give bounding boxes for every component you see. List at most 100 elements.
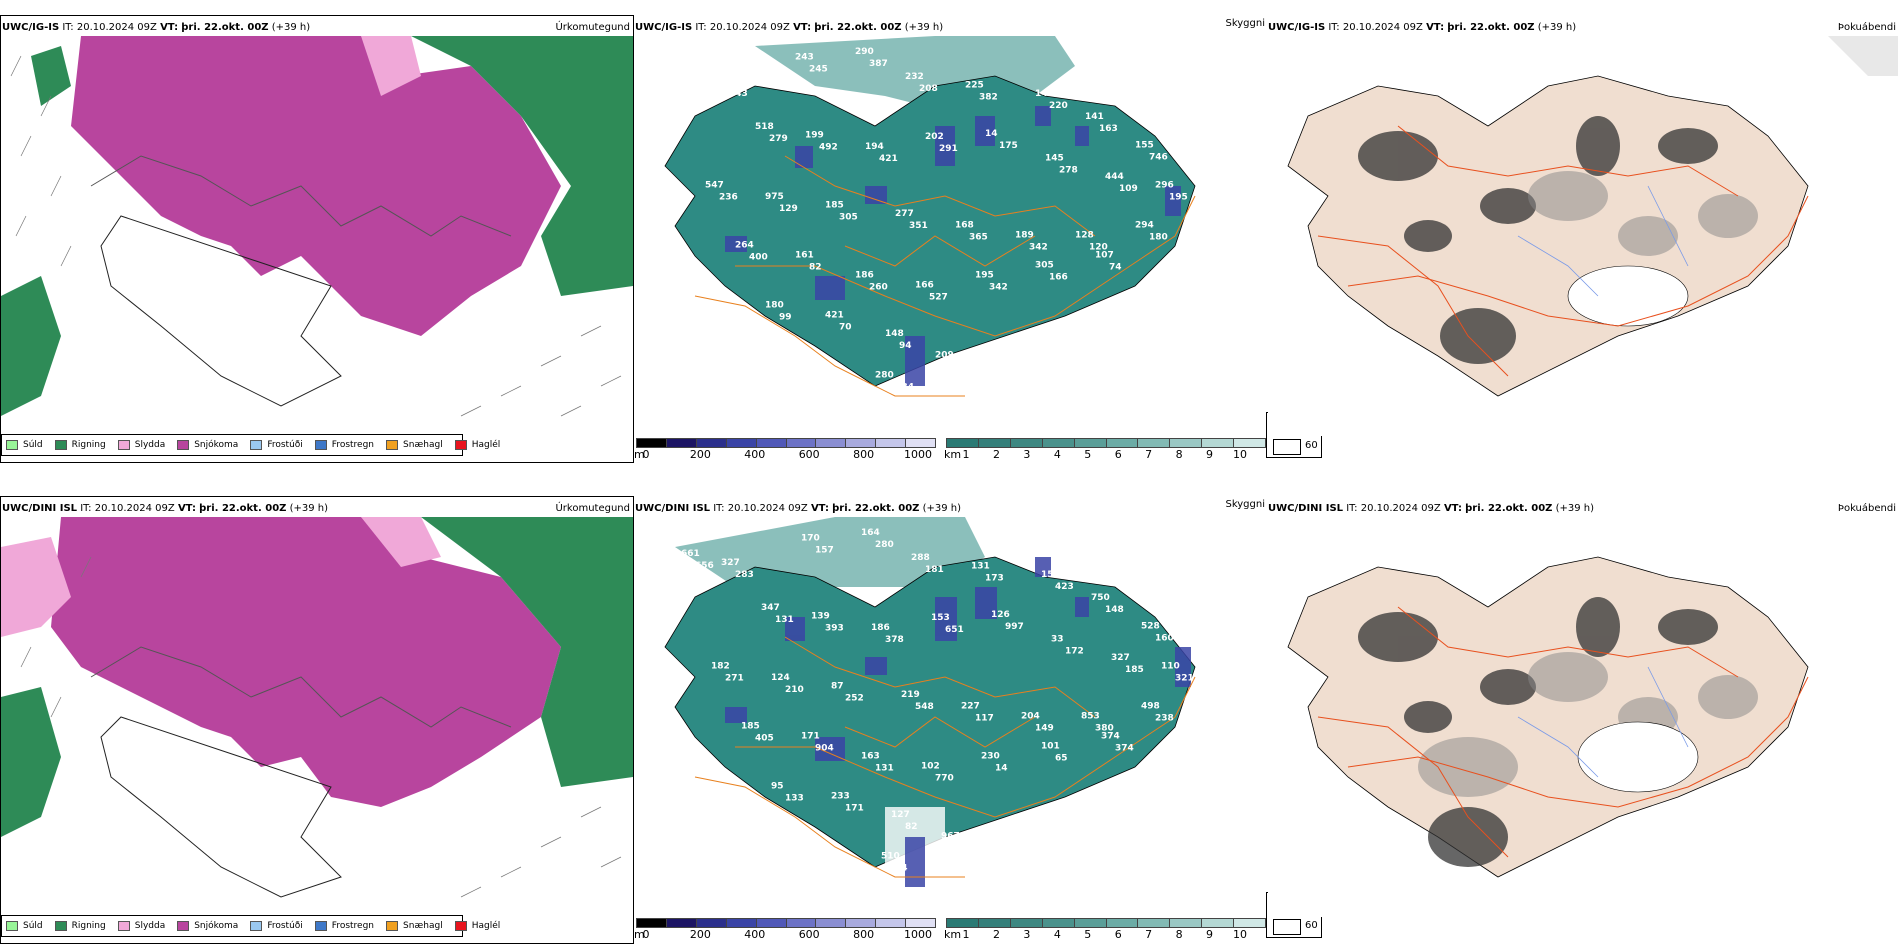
ceiling-value-label: 429: [689, 80, 708, 90]
colorbar-segment: [1138, 918, 1171, 928]
precip-map-row2: [1, 517, 633, 909]
ceiling-value-label: 280: [875, 540, 894, 550]
ceiling-value-label: 290: [855, 47, 874, 57]
ceiling-value-label: 219: [901, 690, 920, 700]
fog-map-row1: [1268, 36, 1898, 436]
colorbar-segment: [1010, 918, 1043, 928]
ceiling-value-label: 227: [961, 702, 980, 712]
ceiling-value-label: 750: [1091, 593, 1110, 603]
colorbar-tick-label: 2: [992, 928, 1000, 941]
ceiling-value-label: 243: [729, 89, 748, 99]
legend-label: Haglél: [471, 440, 501, 450]
colorbar-tick-label: 7: [1145, 448, 1153, 461]
precip-legend-row1: Súld Rigning Slydda Snjókoma Frostúði Fr…: [1, 434, 500, 456]
colorbar-segment: [876, 918, 907, 928]
ceiling-value-label: 181: [925, 565, 944, 575]
ceiling-value-label: 350: [949, 363, 968, 373]
legend-label: Slydda: [134, 440, 166, 450]
ceiling-value-label: 327: [1111, 653, 1130, 663]
ceiling-value-label: 189: [1015, 231, 1034, 241]
visibility-colorbar-row2: [946, 918, 1267, 932]
colorbar-tick-label: 10: [1233, 928, 1247, 941]
ceiling-value-label: 510: [881, 852, 900, 862]
ceiling-value-label: 120: [1089, 243, 1108, 253]
ceiling-value-label: 225: [965, 81, 984, 91]
ceiling-value-label: 131: [971, 562, 990, 572]
ceiling-value-label: 131: [775, 615, 794, 625]
ceiling-value-label: 651: [945, 625, 964, 635]
ceiling-value-label: 264: [735, 241, 754, 251]
ceiling-value-label: 233: [831, 792, 850, 802]
ceiling-value-label: 170: [801, 534, 820, 544]
ceiling-value-label: 70: [839, 323, 852, 333]
ceiling-value-label: 342: [1029, 243, 1048, 253]
colorbar-segment: [1042, 918, 1075, 928]
ceiling-value-label: 180: [1149, 233, 1168, 243]
ceiling-value-label: 220: [1049, 101, 1068, 111]
panel-title-fog-row1: Þokuábendi: [1837, 22, 1896, 33]
ceiling-value-label: 87: [831, 682, 844, 692]
colorbar-segment: [636, 918, 667, 928]
ceiling-value-label: 149: [1035, 724, 1054, 734]
ceiling-value-label: 374: [1115, 744, 1134, 754]
colorbar-tick-label: 1000: [904, 928, 932, 941]
ceiling-unit-row2: m: [634, 928, 645, 941]
ceiling-value-label: 128: [1075, 231, 1094, 241]
ceiling-value-label: 291: [939, 144, 958, 154]
ceiling-value-label: 182: [711, 662, 730, 672]
ceiling-value-label: 527: [929, 293, 948, 303]
ceiling-value-label: 163: [861, 752, 880, 762]
colorbar-tick-label: 1000: [904, 448, 932, 461]
ceiling-value-label: 661: [681, 549, 700, 559]
colorbar-segment: [696, 438, 727, 448]
ceiling-value-label: 199: [805, 131, 824, 141]
ceiling-value-label: 260: [869, 283, 888, 293]
ceiling-map-row1: 165 308 243 290 232 225 148 141 155 518 199 194 202 1…: [635, 36, 1265, 436]
panel-title-precip-row2: Úrkomutegund: [555, 503, 630, 514]
ceiling-value-label: 305: [1035, 261, 1054, 271]
colorbar-segment: [846, 438, 877, 448]
ceiling-colorbar-row2: [636, 918, 937, 932]
ceiling-value-label: 518: [755, 122, 774, 132]
colorbar-segment: [636, 438, 667, 448]
ceiling-value-label: 423: [1055, 582, 1074, 592]
ceiling-value-label: 236: [719, 193, 738, 203]
ceiling-value-label: 279: [769, 134, 788, 144]
ceiling-value-label: 171: [801, 732, 820, 742]
precip-legend-row2: Súld Rigning Slydda Snjókoma Frostúði Fr…: [1, 915, 500, 937]
ceiling-value-label: 288: [911, 553, 930, 563]
ceiling-value-label: 160: [1155, 634, 1174, 644]
colorbar-segment: [1106, 438, 1139, 448]
panel-title-precip-row1: Úrkomutegund: [555, 22, 630, 33]
ceiling-value-label: 967: [941, 832, 960, 842]
colorbar-segment: [978, 438, 1011, 448]
ceiling-value-label: 294: [1135, 221, 1154, 231]
colorbar-segment: [726, 918, 757, 928]
ceiling-value-label: 194: [865, 142, 884, 152]
colorbar-tick-label: 8: [1175, 928, 1183, 941]
legend-label: Frostúði: [267, 921, 303, 931]
ceiling-value-label: 209: [935, 351, 954, 361]
ceiling-value-label: 185: [1125, 665, 1144, 675]
colorbar-tick-label: 1: [962, 448, 970, 461]
ceiling-value-label: 82: [809, 263, 822, 273]
colorbar-tick-label: 800: [853, 928, 875, 941]
ceiling-value-label: 421: [879, 154, 898, 164]
ceiling-value-label: 195: [975, 271, 994, 281]
ceiling-value-label: 164: [861, 528, 880, 538]
visibility-unit-row1: km: [944, 448, 962, 461]
ceiling-value-label: 405: [755, 734, 774, 744]
ceiling-value-label: 770: [935, 774, 954, 784]
legend-label: Snjókoma: [194, 440, 239, 450]
ceiling-value-label: 853: [1081, 712, 1100, 722]
legend-label: Frostregn: [331, 921, 375, 931]
panel-header-ceiling-row1: UWC/IG-IS IT: 20.10.2024 09Z VT: þri. 22…: [635, 22, 944, 33]
ceiling-value-label: 186: [855, 271, 874, 281]
ceiling-value-label: 109: [1119, 184, 1138, 194]
panel-header-precip-row1: UWC/IG-IS IT: 20.10.2024 09Z VT: þri. 22…: [2, 22, 311, 33]
ceiling-value-label: 232: [905, 72, 924, 82]
ceiling-value-label: 161: [795, 251, 814, 261]
ceiling-value-label: 245: [809, 65, 828, 75]
colorbar-tick-label: 1: [962, 928, 970, 941]
colorbar-segment: [978, 918, 1011, 928]
